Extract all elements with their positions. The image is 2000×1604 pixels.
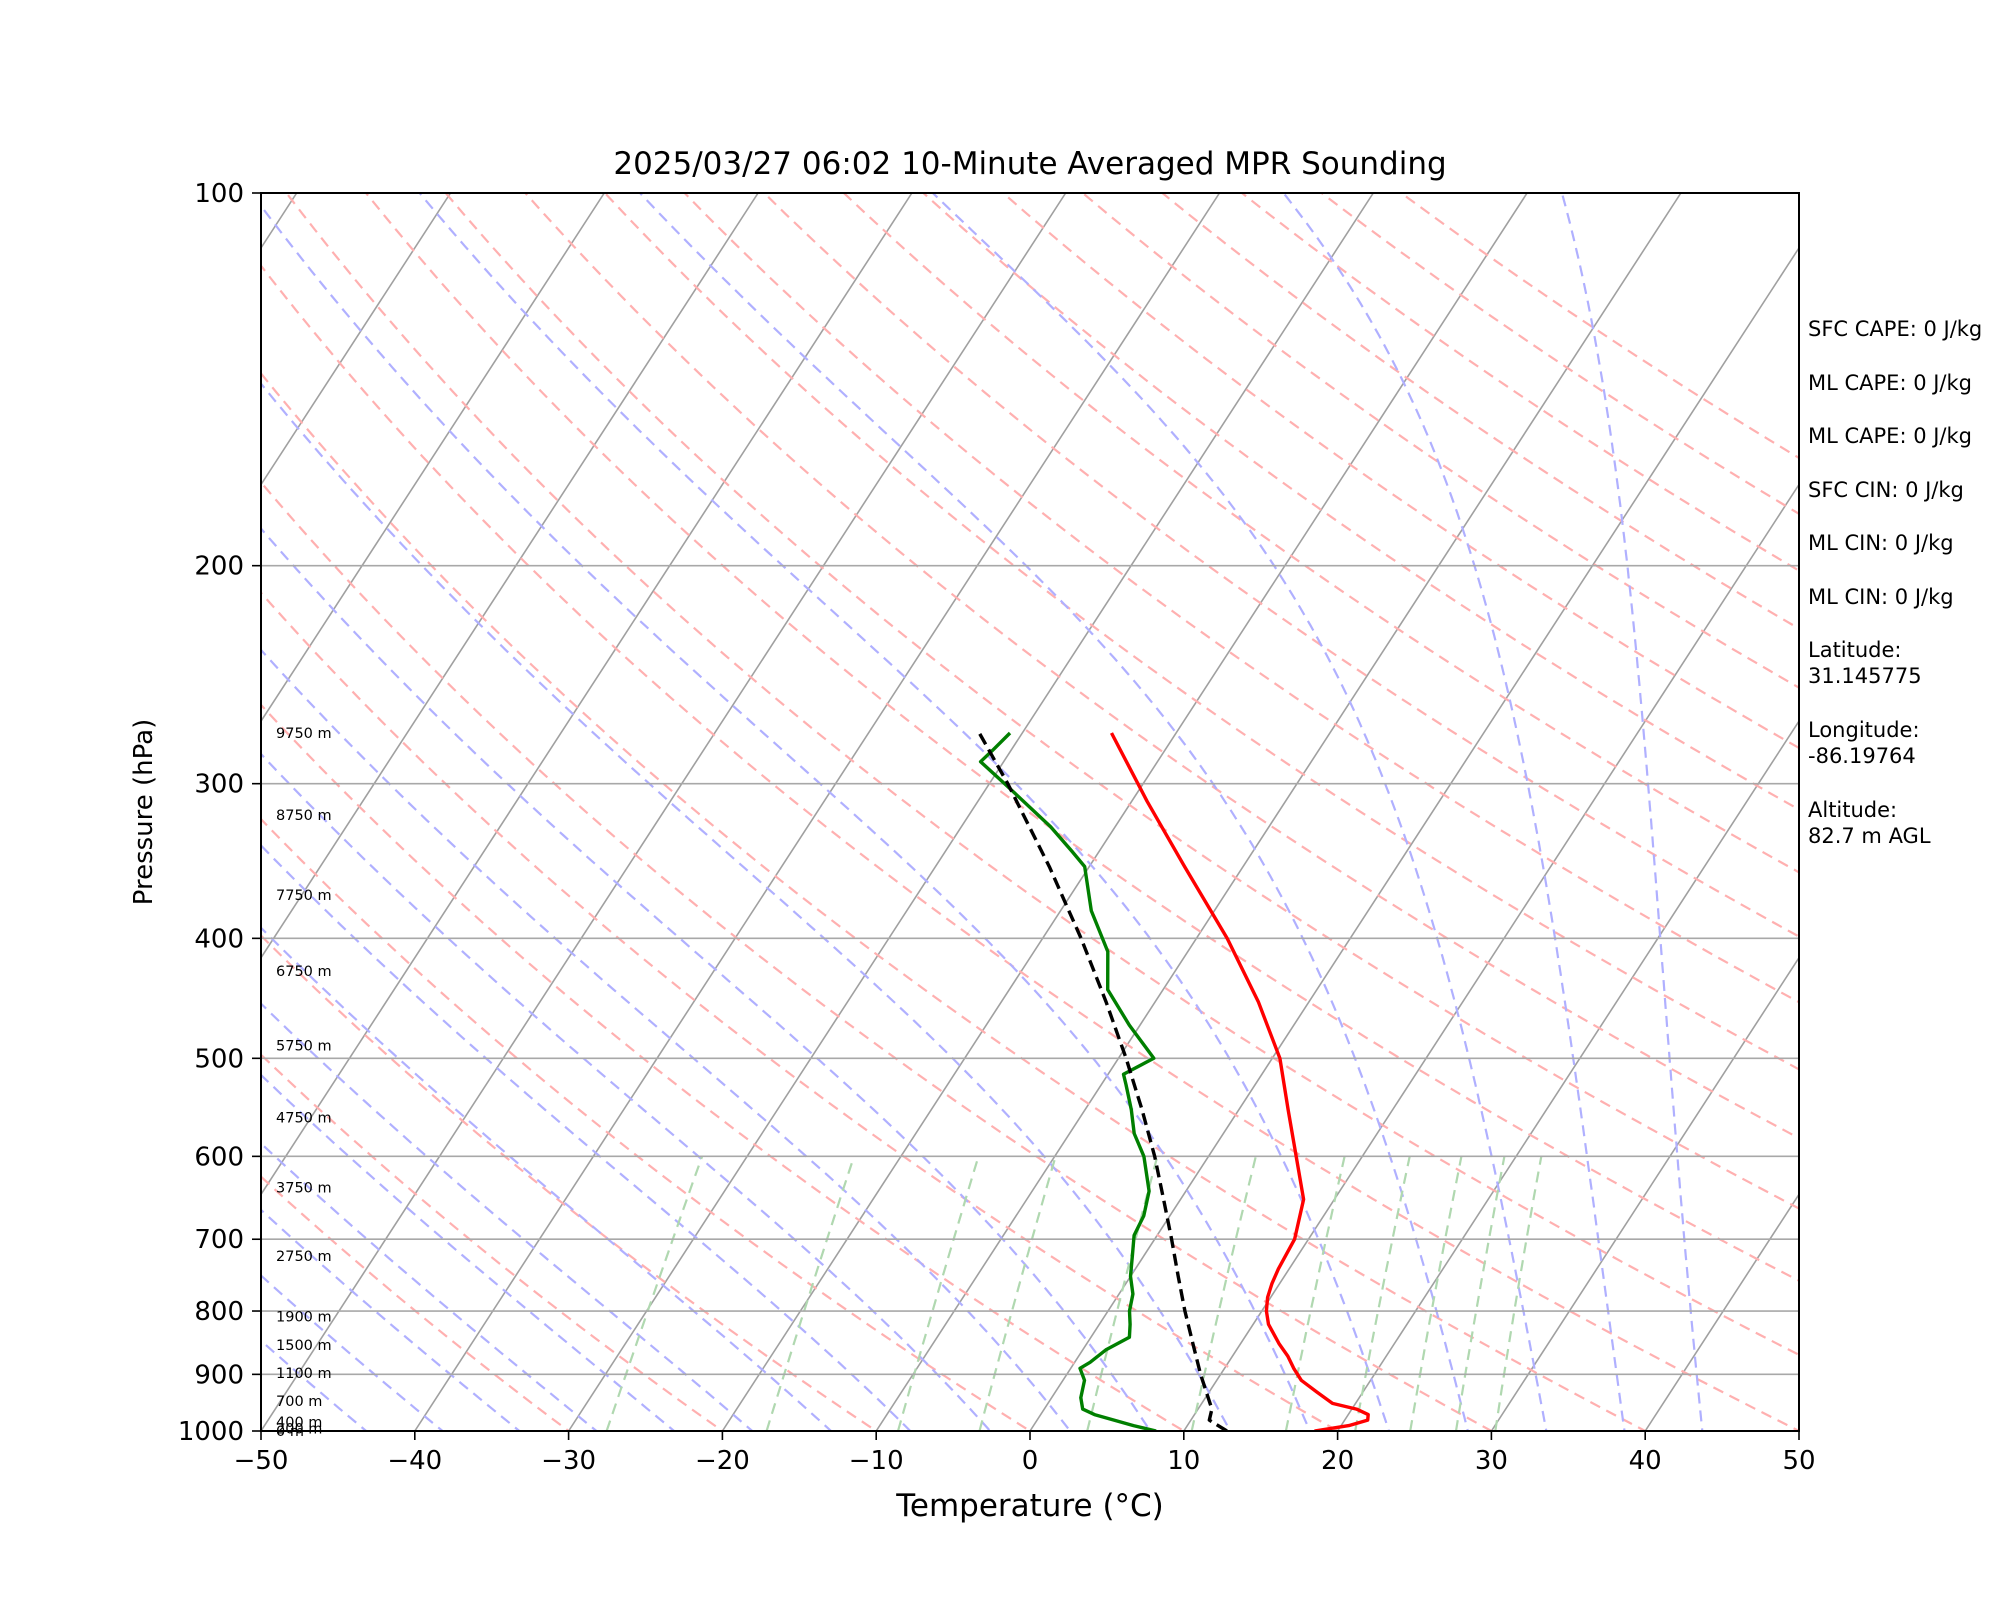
height-label: 7750 m [276, 888, 332, 904]
x-axis-label: Temperature (°C) [895, 1488, 1164, 1524]
ml-cape-text: ML CAPE: 0 J/kg [1808, 370, 1982, 424]
y-tick-label: 200 [194, 552, 244, 582]
ml-cin-text-2: ML CIN: 0 J/kg [1808, 584, 1982, 638]
x-tick-label: −50 [234, 1446, 289, 1476]
y-tick-label: 400 [194, 924, 244, 954]
x-tick-label: −20 [695, 1446, 750, 1476]
height-label: 0 m [276, 1424, 304, 1440]
y-tick-label: 500 [194, 1044, 244, 1074]
y-tick-label: 700 [194, 1225, 244, 1255]
x-tick-label: −30 [541, 1446, 596, 1476]
height-label: 2750 m [276, 1249, 332, 1265]
ml-cin-text: ML CIN: 0 J/kg [1808, 530, 1982, 584]
height-label: 9750 m [276, 726, 332, 742]
y-tick-label: 800 [194, 1297, 244, 1327]
height-label: 1900 m [276, 1309, 332, 1325]
y-tick-label: 100 [194, 179, 244, 209]
y-tick-label: 300 [194, 770, 244, 800]
y-axis-label: Pressure (hPa) [129, 719, 159, 906]
height-label: 5750 m [276, 1038, 332, 1054]
height-label: 4750 m [276, 1110, 332, 1126]
ml-cape-text-2: ML CAPE: 0 J/kg [1808, 423, 1982, 477]
chart-title: 2025/03/27 06:02 10-Minute Averaged MPR … [613, 146, 1446, 182]
sfc-cape-text: SFC CAPE: 0 J/kg [1808, 316, 1982, 370]
altitude-text: Altitude: 82.7 m AGL [1808, 797, 1982, 877]
height-label: 6750 m [276, 964, 332, 980]
height-label: 700 m [276, 1394, 322, 1410]
x-tick-label: 20 [1321, 1446, 1354, 1476]
x-tick-label: −40 [387, 1446, 442, 1476]
height-label: 1500 m [276, 1338, 332, 1354]
sfc-cin-text: SFC CIN: 0 J/kg [1808, 477, 1982, 531]
x-tick-label: −10 [849, 1446, 904, 1476]
x-tick-label: 50 [1782, 1446, 1815, 1476]
x-tick-label: 30 [1475, 1446, 1508, 1476]
x-tick-label: 10 [1167, 1446, 1200, 1476]
longitude-text: Longitude: -86.19764 [1808, 717, 1982, 797]
x-tick-label: 0 [1022, 1446, 1039, 1476]
height-label: 3750 m [276, 1181, 332, 1197]
height-label: 1100 m [276, 1366, 332, 1382]
y-tick-label: 600 [194, 1142, 244, 1172]
height-label: 8750 m [276, 808, 332, 824]
latitude-text: Latitude: 31.145775 [1808, 637, 1982, 717]
info-panel: SFC CAPE: 0 J/kg ML CAPE: 0 J/kg ML CAPE… [1808, 316, 1982, 877]
y-tick-label: 900 [194, 1360, 244, 1390]
x-tick-label: 40 [1629, 1446, 1662, 1476]
y-tick-label: 1000 [178, 1417, 244, 1447]
